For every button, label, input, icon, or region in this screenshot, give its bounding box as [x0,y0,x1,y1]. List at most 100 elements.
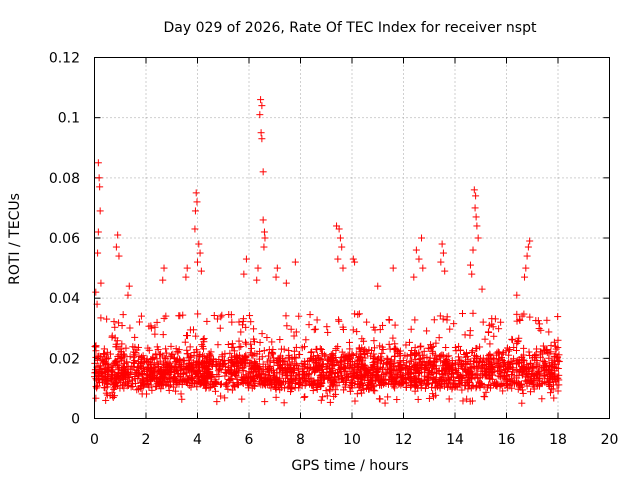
data-point [318,371,326,379]
data-point [510,372,518,380]
data-point [529,379,537,387]
data-point [238,376,246,384]
data-point [378,379,386,387]
data-point [191,225,199,233]
data-point [329,378,337,386]
data-point [317,382,325,390]
data-point [286,382,294,390]
data-point [190,349,198,357]
data-point [147,368,155,376]
data-point [103,315,111,323]
data-point [218,353,226,361]
data-point [545,380,553,388]
data-point [391,321,399,329]
data-point [542,346,550,354]
data-point [520,310,528,318]
data-point [401,362,409,370]
data-point [493,349,501,357]
data-point [112,361,120,369]
data-point [332,390,340,398]
data-point [496,382,504,390]
data-point [233,353,241,361]
data-point [539,361,547,369]
data-point [310,326,318,334]
data-point [535,363,543,371]
data-point [280,399,288,407]
data-point [455,342,463,350]
data-point [231,347,239,355]
data-point [308,356,316,364]
data-point [424,373,432,381]
data-point [459,397,467,405]
data-point [469,246,477,254]
data-point [384,393,392,401]
data-point [348,358,356,366]
data-point [110,384,118,392]
data-point [436,383,444,391]
data-point [135,318,143,326]
data-point [469,347,477,355]
data-point [235,343,243,351]
data-point [117,378,125,386]
data-point [114,231,122,239]
data-point [351,258,359,266]
data-point [550,360,558,368]
data-point [348,351,356,359]
data-point [480,382,488,390]
data-point [218,311,226,319]
data-point [192,189,200,197]
data-point [255,355,263,363]
data-point [262,377,270,385]
data-points [91,96,563,407]
data-point [228,340,236,348]
data-point [152,383,160,391]
data-point [309,387,317,395]
data-point [209,355,217,363]
data-point [326,356,334,364]
data-point [357,348,365,356]
data-point [207,372,215,380]
data-point [171,354,179,362]
data-point [266,378,274,386]
data-point [235,337,243,345]
data-point [399,357,407,365]
data-point [358,380,366,388]
data-point [156,351,164,359]
data-point [535,382,543,390]
x-tick-label: 0 [90,432,99,448]
data-point [554,336,562,344]
data-point [155,363,163,371]
data-point [502,376,510,384]
data-point [466,358,474,366]
data-point [497,373,505,381]
data-point [526,313,534,321]
data-point [102,359,110,367]
data-point [92,369,100,377]
data-point [472,384,480,392]
data-point [126,353,134,361]
data-point [222,380,230,388]
data-point [189,376,197,384]
data-point [445,376,453,384]
data-point [193,198,201,206]
data-point [128,362,136,370]
data-point [109,362,117,370]
data-point [359,357,367,365]
data-point [101,384,109,392]
data-point [368,346,376,354]
data-point [217,392,225,400]
data-point [358,344,366,352]
data-point [379,321,387,329]
data-point [118,354,126,362]
data-point [165,378,173,386]
data-point [389,264,397,272]
data-point [258,135,266,143]
data-point [186,326,194,334]
data-point [458,386,466,394]
data-point [508,377,516,385]
data-point [291,258,299,266]
data-point [442,344,450,352]
data-point [475,363,483,371]
data-point [227,311,235,319]
data-point [117,348,125,356]
